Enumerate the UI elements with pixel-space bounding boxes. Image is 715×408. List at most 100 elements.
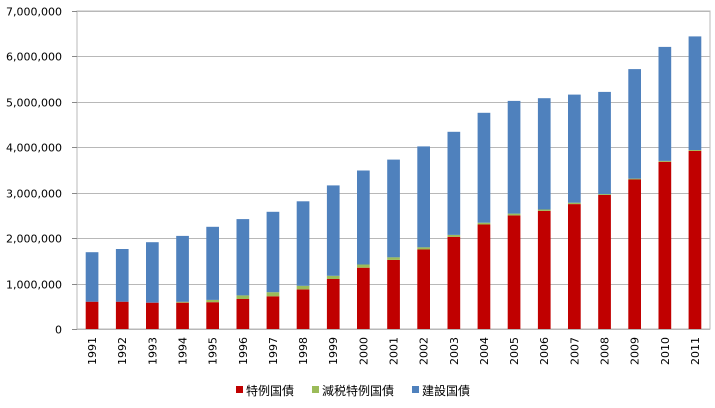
y-tick-label: 1,000,000 [6,279,62,292]
x-tick-label: 2010 [659,337,672,365]
bar-segment [688,36,702,150]
bar-segment [507,213,521,216]
x-tick-label: 2007 [568,337,581,365]
bar-segment [477,112,491,223]
bar-segment [357,267,370,329]
bar-segment [447,236,461,329]
bars [85,36,702,329]
bar-segment [568,202,581,205]
bar-segment [417,249,430,329]
bar-segment [628,179,641,329]
x-tick-label: 1992 [116,337,129,365]
bar-segment [206,226,219,300]
legend-swatch [412,386,419,393]
bar-segment [176,301,189,303]
x-tick-label: 2002 [418,337,431,365]
y-tick-label: 5,000,000 [6,97,62,110]
bar-segment [477,224,491,329]
bar-segment [628,69,641,179]
bar-segment [688,150,702,151]
bar-segment [176,235,189,302]
y-tick-label: 6,000,000 [6,51,62,64]
y-tick-label: 2,000,000 [6,233,62,246]
bar-segment [296,289,310,329]
x-tick-label: 2000 [357,337,370,365]
bar-segment [598,194,611,195]
bar-segment [236,299,250,329]
bar-segment [417,247,430,250]
bar-segment [658,46,672,161]
x-tick-label: 1996 [237,337,250,365]
bar-segment [417,146,430,248]
bar-segment [598,195,611,329]
bar-segment [357,264,370,268]
bar-segment [447,235,461,237]
bar-segment [387,159,400,258]
bar-segment [447,131,461,235]
bar-segment [236,295,250,299]
legend-label: 建設国債 [422,383,470,398]
x-tick-label: 1991 [86,337,99,365]
bar-segment [296,201,310,286]
x-tick-label: 2001 [388,337,401,365]
legend: 特例国債 減税特例国債 建設国債 [236,383,470,398]
x-tick-label: 2011 [689,337,702,365]
x-tick-label: 1995 [207,337,220,365]
bar-segment [387,257,400,260]
x-tick-label: 2005 [508,337,521,365]
bar-segment [266,296,280,329]
bar-segment [206,299,219,303]
bar-segment [537,209,551,211]
legend-label: 減税特例国債 [322,383,394,398]
y-axis-tick-labels: 0 1,000,000 2,000,000 3,000,000 4,000,000 5,0… [6,6,62,337]
y-tick-label: 3,000,000 [6,188,62,201]
x-tick-label: 1998 [297,337,310,365]
x-tick-label: 2008 [599,337,612,365]
x-tick-label: 1994 [177,337,190,365]
bar-segment [598,91,611,195]
y-tick-label: 0 [55,324,62,337]
bar-segment [628,178,641,180]
bar-segment [658,160,672,162]
bar-segment [266,211,280,293]
bar-segment [568,94,581,203]
bar-segment [85,252,99,302]
x-tick-label: 2006 [538,337,551,365]
bar-segment [326,279,340,329]
bar-segment [206,302,219,329]
bar-segment [85,301,99,329]
legend-label: 特例国債 [246,383,294,398]
bar-segment [326,275,340,279]
bar-segment [115,249,129,302]
bar-segment [146,302,159,329]
y-tick-label: 4,000,000 [6,142,62,155]
x-tick-label: 2004 [478,337,491,365]
y-tick-label: 7,000,000 [6,6,62,19]
bar-segment [326,185,340,276]
x-tick-label: 2009 [629,337,642,365]
bar-segment [115,301,129,329]
bar-segment [236,219,250,296]
bar-segment [507,215,521,329]
legend-swatch [312,386,319,393]
bar-segment [537,210,551,329]
x-tick-label: 2003 [448,337,461,365]
bar-segment [146,242,159,303]
x-tick-label: 1997 [267,337,280,365]
bar-segment [387,259,400,329]
x-axis-tick-labels: 1991 1992 1993 1994 1995 1996 1997 1998 1999 2000… [86,337,702,365]
bar-segment [176,302,189,329]
x-tick-label: 1999 [327,337,340,365]
bar-segment [296,285,310,290]
legend-swatch [236,386,243,393]
x-tick-label: 1993 [146,337,159,365]
bar-segment [266,292,280,297]
bar-segment [477,222,491,225]
bar-segment [688,150,702,329]
bar-segment [507,100,521,214]
bar-segment [357,170,370,265]
bar-segment [537,98,551,210]
bar-segment [568,204,581,329]
